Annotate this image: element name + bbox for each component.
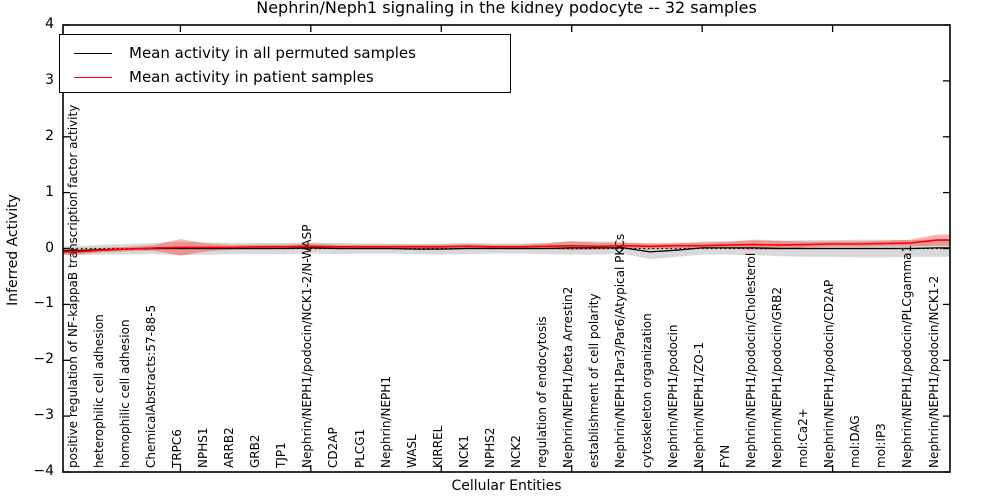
y-tick-label: 2 (45, 127, 54, 144)
y-tick-label: 4 (45, 16, 54, 32)
patient-mean-line (63, 239, 950, 253)
x-axis-label: Cellular Entities (451, 478, 562, 494)
chart-title: Nephrin/Neph1 signaling in the kidney po… (256, 0, 757, 17)
y-tick-label: 3 (45, 71, 54, 88)
y-tick-label: −3 (33, 407, 54, 424)
legend-label-patient: Mean activity in patient samples (129, 68, 374, 86)
permuted-line-swatch (74, 52, 112, 54)
y-tick-label: −4 (33, 463, 54, 479)
y-tick-label: −1 (33, 295, 54, 312)
y-tick-label: −2 (33, 351, 54, 368)
patient-band (63, 234, 950, 256)
legend-entry-patient: Mean activity in patient samples (60, 65, 510, 89)
y-tick-label: 1 (45, 183, 54, 200)
patient-line-swatch (74, 76, 112, 78)
y-tick-label: 0 (45, 239, 54, 256)
permuted-mean-line (63, 247, 950, 253)
legend: Mean activity in all permuted samples Me… (59, 34, 511, 93)
legend-label-permuted: Mean activity in all permuted samples (129, 44, 416, 62)
legend-entry-permuted: Mean activity in all permuted samples (60, 41, 510, 65)
